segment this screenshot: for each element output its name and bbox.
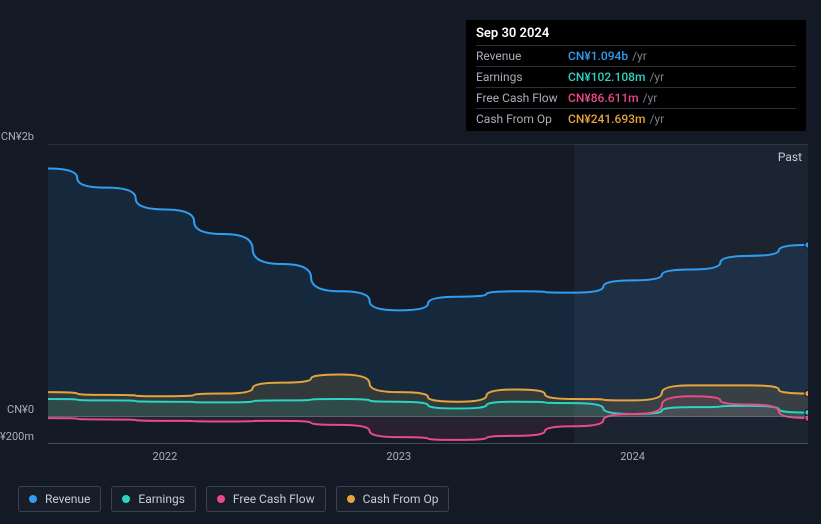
past-label: Past: [778, 150, 802, 164]
tooltip-date: Sep 30 2024: [476, 26, 796, 45]
y-axis-label: CN¥2b: [1, 130, 34, 143]
chart-container: CN¥2bCN¥0-CN¥200m Past 202220232024: [18, 120, 808, 480]
tooltip-row-label: Revenue: [476, 49, 568, 63]
tooltip-row-label: Earnings: [476, 70, 568, 84]
legend-item-earnings[interactable]: Earnings: [111, 486, 196, 512]
y-axis-label: -CN¥200m: [0, 430, 34, 443]
tooltip-row-unit: /yr: [643, 91, 658, 105]
tooltip-row-unit: /yr: [632, 49, 647, 63]
legend-label: Earnings: [138, 492, 185, 506]
y-axis-label: CN¥0: [7, 403, 34, 416]
legend-dot-icon: [29, 495, 37, 503]
legend-item-free-cash-flow[interactable]: Free Cash Flow: [206, 486, 326, 512]
x-axis-label: 2024: [620, 450, 645, 463]
tooltip-row: Free Cash FlowCN¥86.611m/yr: [476, 87, 796, 108]
legend-label: Cash From Op: [363, 492, 439, 506]
x-axis-label: 2022: [153, 450, 178, 463]
tooltip-row-value: CN¥86.611m: [568, 91, 639, 105]
tooltip-row: RevenueCN¥1.094b/yr: [476, 45, 796, 66]
legend-dot-icon: [347, 495, 355, 503]
tooltip-row-value: CN¥1.094b: [568, 49, 628, 63]
legend: Revenue Earnings Free Cash Flow Cash From O…: [18, 486, 449, 512]
legend-dot-icon: [122, 495, 130, 503]
legend-item-cash-from-op[interactable]: Cash From Op: [336, 486, 450, 512]
legend-label: Revenue: [45, 492, 90, 506]
legend-dot-icon: [217, 495, 225, 503]
legend-label: Free Cash Flow: [233, 492, 315, 506]
chart-plot[interactable]: Past: [48, 144, 808, 444]
tooltip-row-unit: /yr: [649, 70, 664, 84]
x-axis-label: 2023: [386, 450, 411, 463]
legend-item-revenue[interactable]: Revenue: [18, 486, 101, 512]
tooltip-row-label: Free Cash Flow: [476, 91, 568, 105]
tooltip-row: EarningsCN¥102.108m/yr: [476, 66, 796, 87]
tooltip-row-value: CN¥102.108m: [568, 70, 645, 84]
tooltip-panel: Sep 30 2024 RevenueCN¥1.094b/yrEarningsC…: [466, 20, 806, 131]
